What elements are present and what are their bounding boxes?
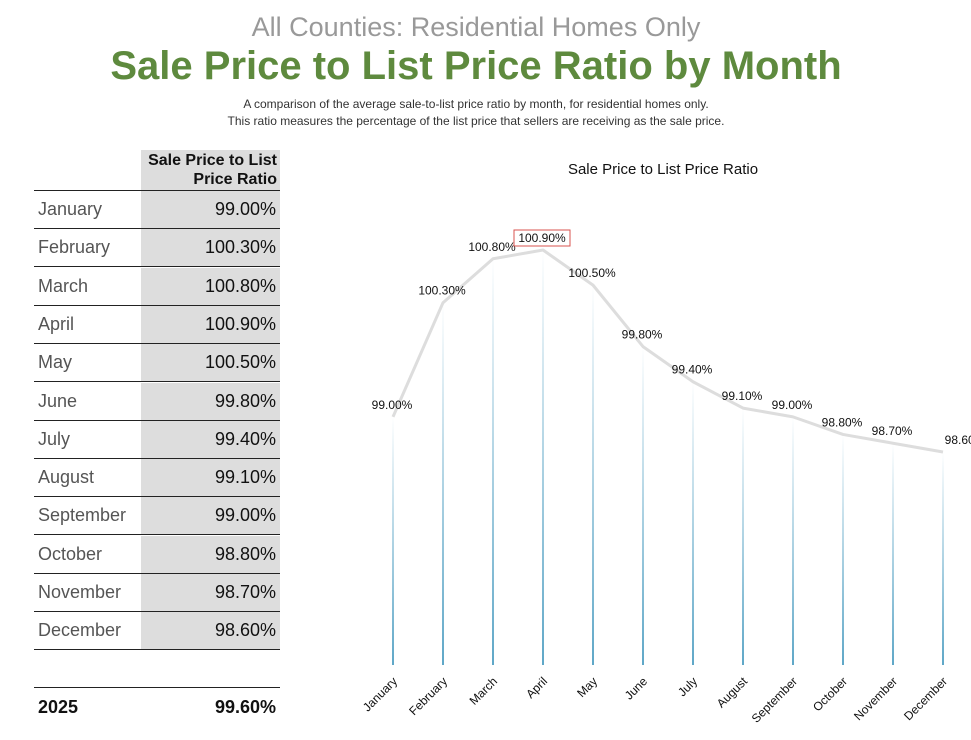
value-cell: 98.70% [141, 574, 280, 611]
month-cell: August [38, 467, 95, 488]
value-label: 99.00% [772, 398, 813, 412]
line [391, 248, 944, 454]
x-tick-label: December [901, 674, 950, 723]
x-tick-label: February [406, 674, 450, 718]
description: A comparison of the average sale-to-list… [243, 97, 709, 111]
table-row: November 98.70% [34, 574, 280, 612]
value-label: 99.10% [722, 389, 763, 403]
table-row: April 100.90% [34, 305, 280, 344]
month-cell: March [38, 275, 89, 296]
month-cell: January [38, 199, 103, 219]
month-cell: September [38, 505, 127, 526]
value-cell: 100.90% [141, 305, 280, 343]
stem [642, 346, 644, 665]
total-row: 2025 99.60% [34, 687, 280, 726]
month-cell: April [38, 313, 75, 334]
highlight-box [513, 229, 571, 247]
stem [592, 285, 594, 665]
value-label: 100.90% [518, 231, 566, 245]
table-row: October 98.80% [34, 535, 280, 574]
total-label: 2025 [38, 696, 79, 717]
table-header: Sale Price to List Price Ratio [148, 152, 277, 188]
stem [692, 381, 694, 665]
value-label: 98.80% [822, 415, 863, 429]
month-cell: November [38, 582, 122, 602]
x-tick-label: May [574, 674, 600, 700]
stem [392, 416, 394, 665]
stem [842, 434, 844, 665]
month-cell: July [38, 428, 71, 449]
table-row: June 99.80% [34, 382, 280, 421]
table-rule [34, 190, 280, 191]
x-tick-label: October [810, 674, 850, 714]
table-row: May 100.50% [34, 344, 280, 383]
x-tick-label: August [714, 674, 751, 711]
description: This ratio measures the percentage of th… [227, 114, 725, 128]
value-cell: 100.50% [141, 344, 280, 382]
value-cell: 98.60% [141, 612, 280, 650]
month-cell: October [38, 543, 103, 564]
table-row: January 99.00% [34, 191, 280, 229]
value-cell: 98.80% [141, 535, 280, 573]
chart-title: Sale Price to List Price Ratio [568, 161, 758, 178]
x-tick-label: January [360, 674, 400, 714]
value-cell: 99.10% [141, 459, 280, 497]
value-label: 100.50% [568, 266, 616, 280]
month-cell: June [38, 390, 78, 411]
stem [442, 302, 444, 665]
x-tick-label: April [523, 674, 550, 701]
value-cell: 100.30% [141, 229, 280, 267]
table-row: July 99.40% [34, 420, 280, 459]
subtitle: All Counties: Residential Homes Only [251, 12, 701, 42]
value-label: 99.80% [622, 328, 663, 342]
table-row: September 99.00% [34, 497, 280, 536]
value-cell: 99.00% [141, 191, 280, 228]
x-tick-label: November [851, 674, 900, 723]
stem [942, 452, 944, 665]
value-cell: 99.40% [141, 420, 280, 458]
value-label: 99.00% [372, 398, 413, 412]
value-cell: 99.80% [141, 382, 280, 420]
table-row: March 100.80% [34, 267, 280, 306]
month-cell: May [38, 352, 73, 373]
value-label: 98.70% [872, 424, 913, 438]
stem [892, 443, 894, 665]
table-row: February 100.30% [34, 229, 280, 268]
x-tick-label: June [622, 674, 651, 703]
month-cell: December [38, 620, 122, 641]
x-tick-label: March [467, 674, 500, 707]
table-row: December 98.60% [34, 612, 280, 651]
header-bg [141, 150, 280, 190]
value-cell: 99.00% [141, 497, 280, 535]
x-tick-label: July [675, 674, 700, 699]
value-label: 100.30% [418, 284, 466, 298]
total-value: 99.60% [214, 696, 276, 717]
table-row: August 99.10% [34, 459, 280, 498]
title: Sale Price to List Price Ratio by Month [110, 44, 842, 88]
stem [792, 416, 794, 665]
value-cell: 100.80% [141, 267, 280, 305]
stem [492, 258, 494, 665]
value-label: 100.80% [468, 240, 516, 254]
value-label: 98.60% [945, 433, 971, 447]
month-cell: February [38, 237, 111, 258]
x-tick-label: September [749, 674, 800, 725]
stem [742, 408, 744, 665]
stem [542, 250, 544, 665]
value-label: 99.40% [672, 363, 713, 377]
